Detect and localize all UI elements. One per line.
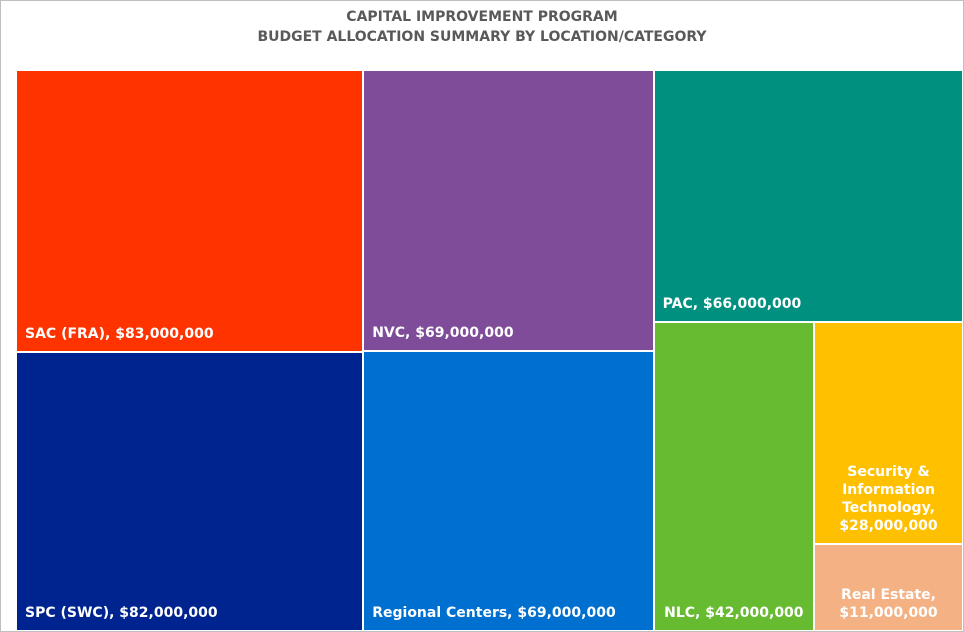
treemap-tile: SPC (SWC), $82,000,000 <box>16 352 364 631</box>
treemap-tile: Real Estate, $11,000,000 <box>814 543 963 631</box>
value-label: $66,000,000 <box>702 295 802 312</box>
value-label: $69,000,000 <box>415 324 514 341</box>
treemap-tile: SAC (FRA), $83,000,000 <box>16 70 364 353</box>
tile-label: Security & Information Technology, $28,0… <box>819 463 958 535</box>
tile-label: SAC (FRA), $83,000,000 <box>25 325 356 343</box>
treemap-tile: Security & Information Technology, $28,0… <box>814 321 963 544</box>
category-label: SAC (FRA), <box>25 326 111 343</box>
value-label: $11,000,000 <box>839 604 938 621</box>
category-label: PAC, <box>662 295 699 312</box>
category-label: Real Estate, <box>841 586 936 603</box>
value-label: $82,000,000 <box>119 604 218 621</box>
treemap-tile: PAC, $66,000,000 <box>653 70 963 322</box>
plot-area: SAC (FRA), $83,000,000 SPC (SWC), $82,000… <box>16 70 963 631</box>
tile-label: NVC, $69,000,000 <box>372 324 646 342</box>
value-label: $69,000,000 <box>517 605 616 621</box>
tile-label: NLC, $42,000,000 <box>659 604 809 622</box>
treemap-tile: NVC, $69,000,000 <box>363 70 654 351</box>
tile-label: Regional Centers, $69,000,000 <box>372 604 646 622</box>
tile-label: PAC, $66,000,000 <box>663 295 956 313</box>
treemap-tile: Regional Centers, $69,000,000 <box>363 350 654 631</box>
chart-subtitle: BUDGET ALLOCATION SUMMARY BY LOCATION/CA… <box>257 29 707 45</box>
tile-label: SPC (SWC), $82,000,000 <box>25 604 356 622</box>
value-label: $42,000,000 <box>705 604 804 621</box>
category-label: SPC (SWC), <box>25 604 115 621</box>
chart-title: CAPITAL IMPROVEMENT PROGRAM <box>346 9 618 25</box>
category-label: Security & Information Technology, <box>842 463 935 516</box>
tile-label: Real Estate, $11,000,000 <box>819 586 958 622</box>
category-label: NLC, <box>664 604 701 621</box>
category-label: Regional Centers, <box>372 605 513 621</box>
category-label: NVC, <box>372 324 411 341</box>
value-label: $28,000,000 <box>839 517 938 534</box>
treemap-tile: NLC, $42,000,000 <box>653 321 815 631</box>
value-label: $83,000,000 <box>115 326 214 343</box>
